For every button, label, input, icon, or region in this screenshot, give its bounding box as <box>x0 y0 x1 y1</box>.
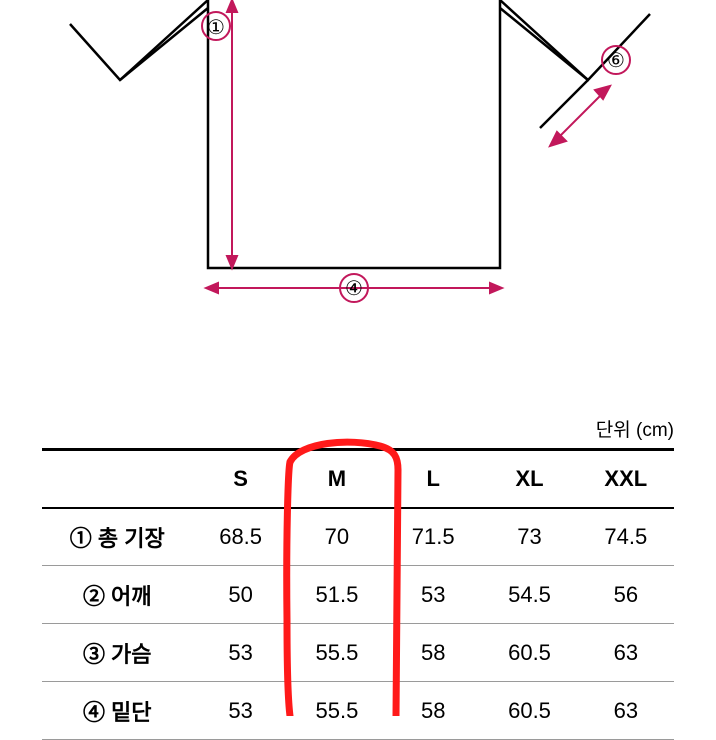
row-label: ① 총 기장 <box>42 508 192 566</box>
size-table: S M L XL XXL ① 총 기장 68.5 70 71.5 73 74.5… <box>42 448 674 740</box>
table-row: ④ 밑단 53 55.5 58 60.5 63 <box>42 682 674 740</box>
marker-width: ④ <box>345 278 363 300</box>
col-header: M <box>289 450 385 508</box>
table-header-row: S M L XL XXL <box>42 450 674 508</box>
cell: 71.5 <box>385 508 481 566</box>
cell: 53 <box>192 682 288 740</box>
cell: 63 <box>578 682 674 740</box>
cell: 70 <box>289 508 385 566</box>
unit-label: 단위 (cm) <box>596 415 674 442</box>
cell: 73 <box>481 508 577 566</box>
cell: 68.5 <box>192 508 288 566</box>
table-row: ③ 가슴 53 55.5 58 60.5 63 <box>42 624 674 682</box>
cell: 74.5 <box>578 508 674 566</box>
marker-sleeve: ⑥ <box>607 50 625 72</box>
cell: 63 <box>578 624 674 682</box>
cell: 60.5 <box>481 682 577 740</box>
cell: 60.5 <box>481 624 577 682</box>
tshirt-diagram: ① ④ ⑥ <box>0 0 716 330</box>
col-header: L <box>385 450 481 508</box>
cell: 55.5 <box>289 624 385 682</box>
row-label: ② 어깨 <box>42 566 192 624</box>
cell: 53 <box>385 566 481 624</box>
col-header: XXL <box>578 450 674 508</box>
cell: 56 <box>578 566 674 624</box>
row-label: ④ 밑단 <box>42 682 192 740</box>
cell: 55.5 <box>289 682 385 740</box>
cell: 50 <box>192 566 288 624</box>
table-row: ① 총 기장 68.5 70 71.5 73 74.5 <box>42 508 674 566</box>
cell: 53 <box>192 624 288 682</box>
cell: 51.5 <box>289 566 385 624</box>
col-header: S <box>192 450 288 508</box>
cell: 58 <box>385 682 481 740</box>
marker-length: ① <box>207 17 225 39</box>
cell: 58 <box>385 624 481 682</box>
col-header: XL <box>481 450 577 508</box>
cell: 54.5 <box>481 566 577 624</box>
row-label: ③ 가슴 <box>42 624 192 682</box>
table-row: ② 어깨 50 51.5 53 54.5 56 <box>42 566 674 624</box>
